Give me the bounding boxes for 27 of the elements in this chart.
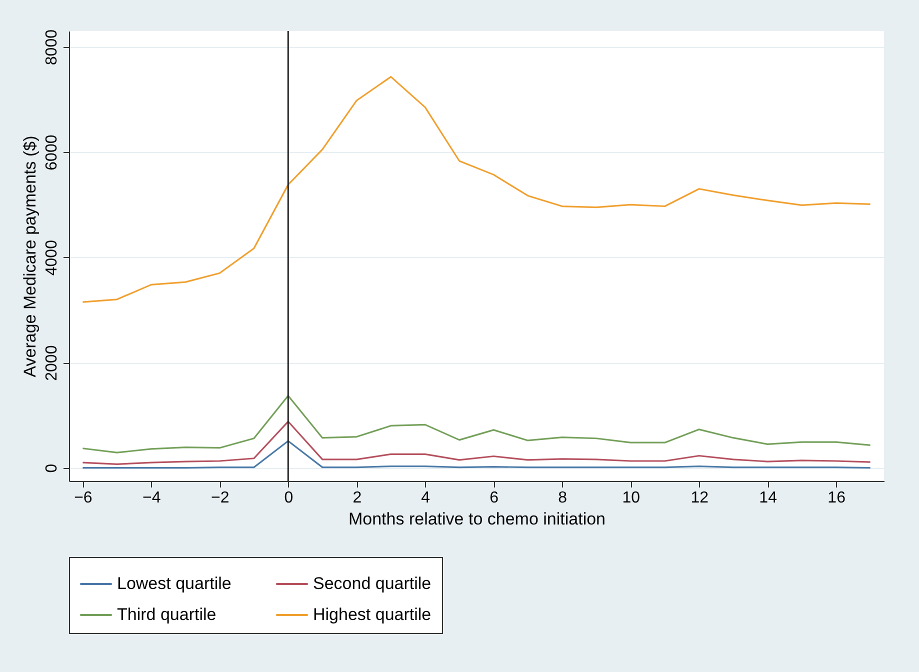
legend-label: Third quartile	[117, 605, 216, 624]
line-series	[82, 394, 872, 454]
x-tick-label: 4	[421, 490, 430, 506]
x-tick-label: 10	[622, 490, 640, 506]
y-tick-label: 6000	[44, 134, 60, 170]
x-tick-label: 16	[828, 490, 846, 506]
y-tick-label: 2000	[44, 345, 60, 381]
x-tick-label: −2	[211, 490, 230, 506]
x-tick-label: 6	[490, 490, 499, 506]
y-tick-label: 8000	[44, 29, 60, 66]
legend-label: Lowest quartile	[117, 574, 232, 593]
x-tick-label: −6	[74, 490, 92, 506]
x-tick-label: 12	[690, 490, 709, 506]
y-axis-title: Average Medicare payments ($)	[20, 136, 40, 378]
x-tick-label: 0	[284, 490, 294, 506]
x-tick-label: −4	[142, 490, 161, 506]
line-series	[82, 440, 872, 469]
line-series	[82, 420, 872, 465]
x-tick-label: 8	[558, 490, 568, 506]
line-series	[82, 76, 872, 303]
y-tick-label: 0	[44, 464, 60, 473]
legend-label: Highest quartile	[313, 605, 432, 624]
legend-label: Second quartile	[313, 574, 432, 593]
x-tick-label: 2	[352, 490, 362, 506]
x-tick-label: 14	[759, 490, 778, 506]
x-axis-title: Months relative to chemo initiation	[348, 510, 606, 528]
y-tick-label: 4000	[44, 240, 60, 276]
